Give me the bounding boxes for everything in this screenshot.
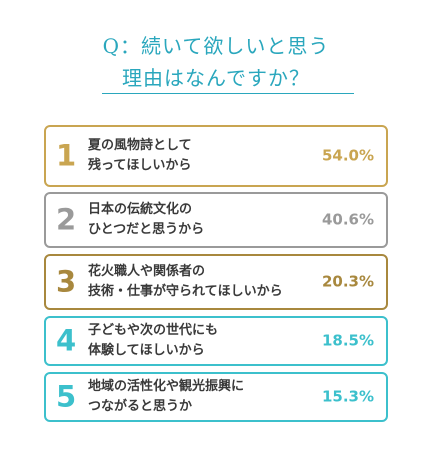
percentage-value: 20.3% [321, 272, 374, 291]
reason-label: 日本の伝統文化の ひとつだと思うから [88, 200, 204, 240]
reason-line-1: 日本の伝統文化の [88, 202, 193, 217]
reason-line-2: つながると思うか [88, 399, 193, 414]
reason-label: 子どもや次の世代にも 体験してほしいから [88, 321, 218, 361]
reason-label: 夏の風物詩として 残ってほしいから [88, 136, 192, 176]
rank-card-5: 5 地域の活性化や観光振興に つながると思うか 15.3% [44, 372, 388, 422]
rank-number: 2 [56, 202, 77, 237]
percentage-value: 54.0% [321, 146, 374, 165]
rank-number: 5 [56, 379, 77, 414]
rank-card-4: 4 子どもや次の世代にも 体験してほしいから 18.5% [44, 316, 388, 366]
title-underline [102, 93, 354, 94]
rank-card-2: 2 日本の伝統文化の ひとつだと思うから 40.6% [44, 192, 388, 248]
question-title-line-2: 理由はなんですか？ [122, 66, 310, 90]
reason-line-2: 残ってほしいから [88, 158, 192, 173]
reason-label: 地域の活性化や観光振興に つながると思うか [88, 377, 244, 417]
reason-line-1: 子どもや次の世代にも [88, 323, 219, 338]
rank-number: 4 [56, 323, 77, 358]
percentage-value: 40.6% [321, 210, 374, 229]
question-title: Q：続いて欲しいと思う 理由はなんですか？ [0, 30, 432, 94]
rank-card-3: 3 花火職人や関係者の 技術・仕事が守られてほしいから 20.3% [44, 254, 388, 310]
reason-line-2: 体験してほしいから [88, 343, 205, 358]
reason-line-1: 花火職人や関係者の [88, 264, 206, 279]
reason-line-1: 地域の活性化や観光振興に [88, 379, 245, 394]
reason-line-2: ひとつだと思うから [88, 222, 205, 237]
question-title-line-1: Q：続いて欲しいと思う [102, 34, 330, 58]
reason-line-1: 夏の風物詩として [88, 138, 192, 153]
rank-number: 3 [56, 264, 77, 299]
rank-card-1: 1 夏の風物詩として 残ってほしいから 54.0% [44, 125, 388, 187]
reason-line-2: 技術・仕事が守られてほしいから [88, 284, 283, 299]
reason-label: 花火職人や関係者の 技術・仕事が守られてほしいから [88, 262, 283, 302]
percentage-value: 18.5% [321, 331, 374, 350]
rank-number: 1 [56, 138, 77, 173]
percentage-value: 15.3% [321, 387, 374, 406]
